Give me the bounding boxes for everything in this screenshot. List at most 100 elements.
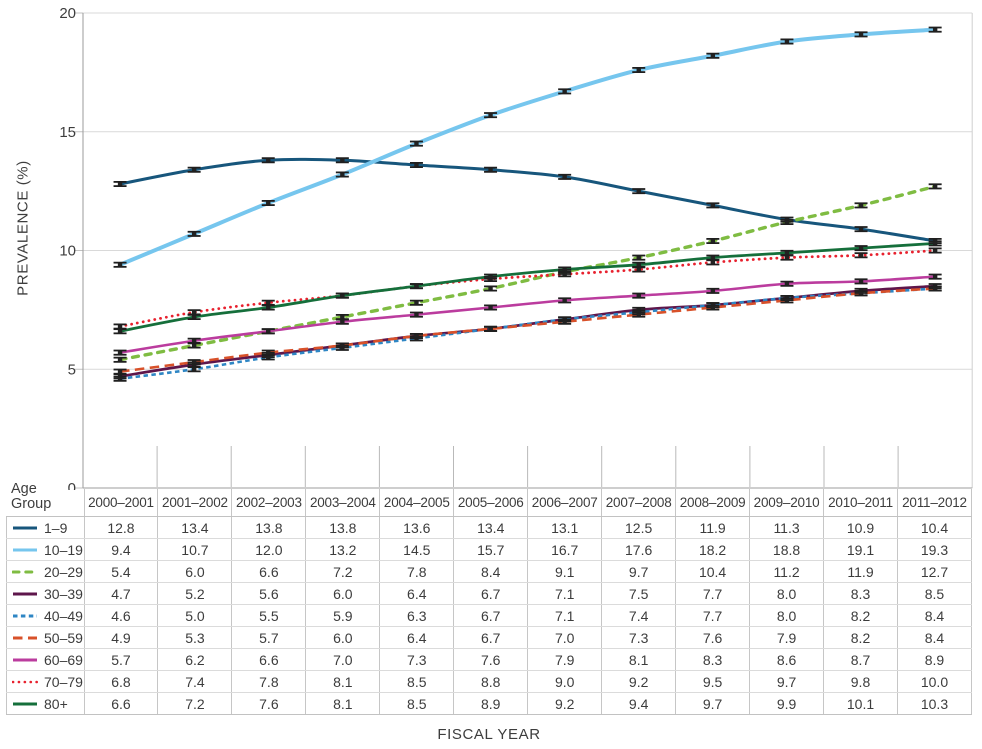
- value-cell: 18.8: [749, 538, 824, 561]
- table-row: 80+ 6.6 7.2 7.6 8.1 8.5 8.9 9.2 9.4 9.7 9.9 10.1 10.…: [6, 692, 973, 715]
- value-cell: 12.5: [601, 516, 676, 539]
- error-bar: [484, 166, 498, 173]
- value-cell: 8.8: [453, 670, 528, 693]
- value-cell: 6.6: [83, 692, 158, 715]
- error-bar: [632, 311, 646, 318]
- value-cell: 16.7: [527, 538, 602, 561]
- error-bar-center: [858, 227, 864, 232]
- value-cell: 7.3: [379, 648, 454, 671]
- error-bar: [706, 254, 720, 261]
- error-bar-center: [932, 286, 938, 291]
- value-cell: 9.1: [527, 560, 602, 583]
- value-cell: 5.7: [83, 648, 158, 671]
- series-line: [119, 157, 936, 243]
- series-line: [119, 275, 936, 354]
- error-bar: [409, 140, 423, 147]
- value-cell: 7.6: [675, 626, 750, 649]
- value-cell: 10.4: [896, 516, 973, 539]
- value-cell: 14.5: [379, 538, 454, 561]
- error-bar: [632, 254, 646, 261]
- value-cell: 6.6: [231, 648, 306, 671]
- table-header: 2000–2001 2001–2002 2002–2003 2003–2004 2004…: [6, 489, 973, 517]
- fiscal-year-header: 2003–2004: [305, 489, 380, 517]
- value-cell: 4.9: [83, 626, 158, 649]
- error-bar: [928, 26, 942, 33]
- value-cell: 6.6: [231, 560, 306, 583]
- value-cell: 8.5: [379, 670, 454, 693]
- value-cell: 13.1: [527, 516, 602, 539]
- error-bar-center: [932, 274, 938, 279]
- series-line-swatch-icon: [13, 658, 37, 661]
- error-bar-center: [858, 291, 864, 296]
- series-legend-cell: 10–19: [6, 538, 84, 561]
- value-cell: 7.7: [675, 582, 750, 605]
- value-cell: 7.4: [601, 604, 676, 627]
- error-bar-center: [488, 286, 493, 291]
- value-cell: 15.7: [453, 538, 528, 561]
- error-bar: [409, 311, 423, 318]
- error-bar-center: [858, 32, 864, 37]
- error-bar: [854, 290, 868, 297]
- value-cell: 4.6: [83, 604, 158, 627]
- error-bar: [558, 266, 572, 273]
- value-cell: 8.2: [823, 626, 898, 649]
- legend-table: 2000–2001 2001–2002 2002–2003 2003–2004 2004…: [6, 489, 973, 715]
- value-cell: 6.7: [453, 626, 528, 649]
- value-cell: 8.9: [453, 692, 528, 715]
- error-bar: [854, 252, 868, 259]
- error-bar-center: [340, 172, 345, 177]
- error-bar: [854, 226, 868, 233]
- series-line: [119, 287, 936, 373]
- series-legend-cell: 60–69: [6, 648, 84, 671]
- series-line-swatch-icon: [13, 526, 37, 529]
- error-bar-center: [117, 324, 123, 329]
- fiscal-year-header: 2009–2010: [749, 489, 824, 517]
- value-cell: 6.7: [453, 604, 528, 627]
- value-cell: 8.3: [675, 648, 750, 671]
- value-cell: 8.9: [896, 648, 973, 671]
- value-cell: 7.7: [675, 604, 750, 627]
- value-cell: 7.2: [305, 560, 380, 583]
- value-cell: 13.8: [305, 516, 380, 539]
- value-cell: 8.4: [896, 626, 973, 649]
- error-bar-center: [784, 39, 790, 44]
- error-bar-center: [117, 329, 123, 334]
- error-bar: [854, 278, 868, 285]
- error-bar: [484, 273, 498, 280]
- series-line-swatch-icon: [13, 592, 37, 595]
- error-bar: [113, 368, 127, 375]
- error-bar-center: [562, 89, 567, 94]
- fiscal-year-header: 2008–2009: [675, 489, 750, 517]
- error-bar-center: [636, 262, 641, 267]
- series-legend-cell: 50–59: [6, 626, 84, 649]
- series-line-swatch-icon: [13, 636, 37, 639]
- value-cell: 13.8: [231, 516, 306, 539]
- error-bar-center: [858, 203, 864, 208]
- value-cell: 19.3: [896, 538, 973, 561]
- value-cell: 7.5: [601, 582, 676, 605]
- error-bar: [780, 218, 794, 226]
- value-cell: 8.1: [601, 648, 676, 671]
- value-cell: 9.4: [83, 538, 158, 561]
- error-bar-center: [784, 298, 790, 303]
- error-bar: [187, 313, 201, 321]
- error-bar-center: [414, 300, 419, 305]
- series-label: 70–79: [44, 673, 83, 690]
- value-cell: 6.0: [305, 582, 380, 605]
- table-row: 60–69 5.7 6.2 6.6 7.0 7.3 7.6 7.9 8.1 8.3 8.6 8.7 8.…: [6, 648, 973, 671]
- error-bar: [632, 266, 646, 273]
- value-cell: 9.7: [601, 560, 676, 583]
- value-cell: 11.9: [675, 516, 750, 539]
- error-bar-center: [117, 357, 123, 362]
- error-bar-center: [414, 141, 419, 146]
- error-bar-center: [266, 305, 271, 310]
- error-bar: [706, 304, 720, 311]
- error-bar: [706, 202, 720, 209]
- error-bar: [854, 202, 868, 209]
- error-bar: [113, 349, 127, 356]
- value-cell: 6.0: [157, 560, 232, 583]
- fiscal-year-header: 2005–2006: [453, 489, 528, 517]
- value-cell: 9.7: [749, 670, 824, 693]
- value-cell: 7.9: [527, 648, 602, 671]
- error-bar-center: [710, 53, 716, 58]
